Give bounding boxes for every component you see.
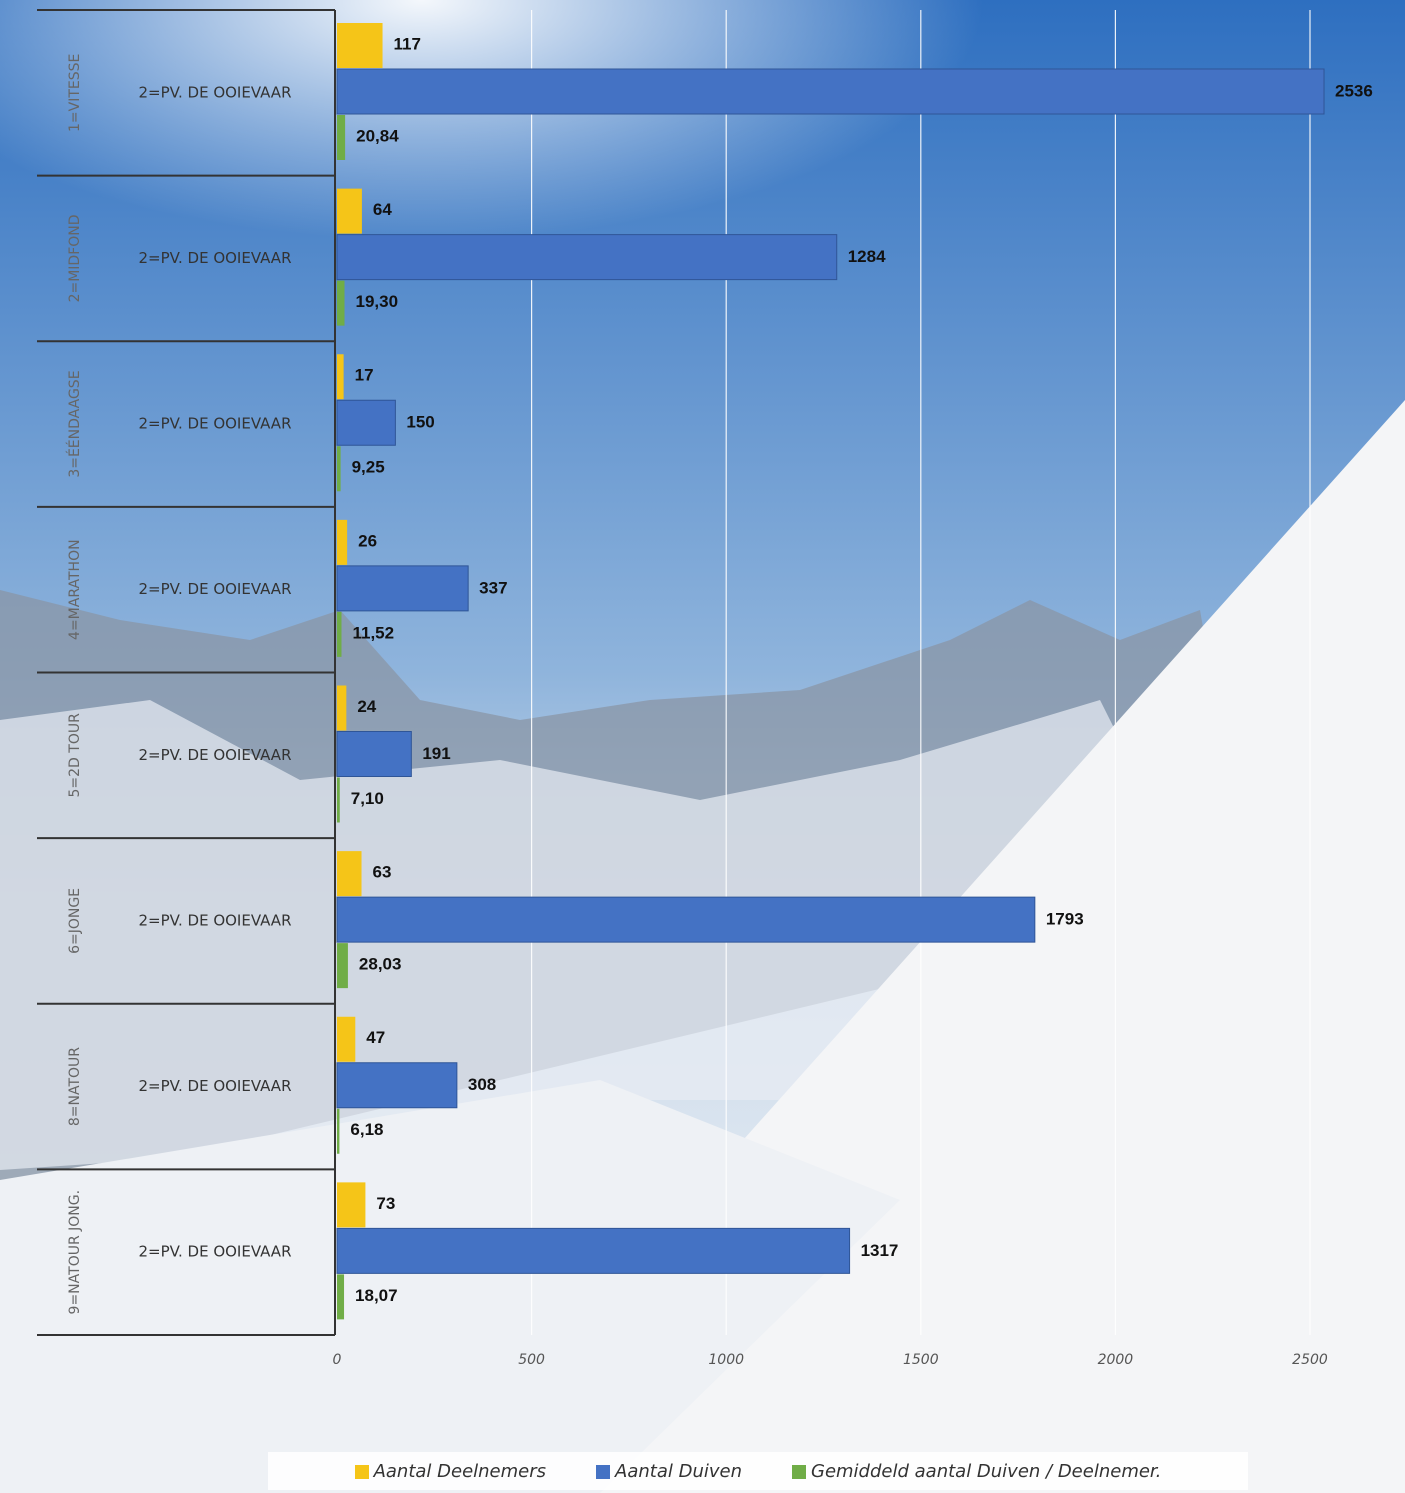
bar [337, 280, 345, 326]
value-label: 191 [422, 744, 450, 763]
legend-swatch [596, 1464, 611, 1479]
bar [336, 1227, 851, 1274]
bar [337, 188, 362, 234]
value-label: 6,18 [350, 1120, 383, 1139]
value-label: 63 [373, 863, 392, 882]
value-label: 19,30 [356, 292, 399, 311]
bar [336, 399, 396, 446]
category-label: 2=PV. DE OOIEVAAR [139, 415, 292, 433]
category-label: 2=PV. DE OOIEVAAR [139, 1243, 292, 1261]
value-label: 9,25 [352, 458, 385, 477]
legend-item: Aantal Deelnemers [354, 1460, 547, 1482]
value-label: 2536 [1335, 81, 1373, 100]
bar [337, 1182, 366, 1228]
category-label: 2=PV. DE OOIEVAAR [139, 249, 292, 267]
bar [337, 519, 348, 565]
bar [337, 23, 383, 68]
value-label: 64 [373, 200, 392, 219]
bar [337, 354, 344, 400]
value-label: 17 [355, 366, 374, 385]
value-label: 20,84 [356, 126, 399, 145]
bar [337, 611, 342, 657]
value-label: 18,07 [355, 1286, 398, 1305]
snow-field [0, 1080, 900, 1493]
legend-label: Gemiddeld aantal Duiven / Deelnemer. [811, 1460, 1162, 1482]
bar [337, 1016, 356, 1062]
bar [336, 234, 838, 281]
legend-label: Aantal Deelnemers [373, 1460, 547, 1482]
bar [336, 565, 469, 612]
value-label: 308 [468, 1075, 496, 1094]
x-tick-label: 1000 [708, 1352, 744, 1368]
bar [337, 777, 340, 823]
category-label: 2=PV. DE OOIEVAAR [139, 1077, 292, 1095]
bar [337, 115, 346, 160]
category-label: 2=PV. DE OOIEVAAR [139, 911, 292, 929]
x-tick-label: 0 [333, 1352, 342, 1368]
x-tick-label: 2500 [1292, 1352, 1328, 1368]
value-label: 47 [366, 1028, 385, 1047]
group-label: 4=MARATHON [67, 539, 83, 640]
bar [336, 1062, 458, 1109]
value-label: 26 [358, 531, 377, 550]
bar [337, 446, 341, 492]
group-label: 2=MIDFOND [67, 214, 83, 302]
group-label: 8=NATOUR [67, 1047, 83, 1126]
value-label: 1793 [1046, 910, 1084, 929]
group-label: 6=JONGE [67, 888, 83, 954]
value-label: 11,52 [352, 623, 394, 642]
legend-swatch [792, 1464, 806, 1479]
category-label: 2=PV. DE OOIEVAAR [139, 580, 292, 598]
category-label: 2=PV. DE OOIEVAAR [139, 746, 292, 764]
group-label: 3=ÉÉNDAAGSE [66, 370, 83, 477]
value-label: 150 [406, 413, 434, 432]
x-tick-label: 500 [518, 1352, 545, 1368]
bar [337, 1274, 345, 1320]
x-tick-label: 2000 [1098, 1352, 1134, 1368]
value-label: 28,03 [359, 955, 402, 974]
value-label: 73 [376, 1194, 395, 1213]
bar [337, 685, 347, 731]
legend-label: Aantal Duiven [615, 1460, 742, 1482]
bar [336, 896, 1036, 943]
value-label: 1317 [861, 1241, 899, 1260]
bar [336, 68, 1325, 115]
group-label: 5=2D TOUR [67, 713, 83, 798]
bar [337, 1108, 340, 1154]
bar [336, 731, 412, 777]
value-label: 337 [479, 578, 507, 597]
bar [337, 943, 348, 989]
value-label: 7,10 [351, 789, 384, 808]
value-label: 1284 [848, 247, 886, 266]
plot: 0 500 1000 1500 2000 2500 2=PV. DE OOIEVAAR 1=V… [37, 9, 1373, 1368]
legend-item: Gemiddeld aantal Duiven / Deelnemer. [792, 1461, 1161, 1482]
bar [337, 851, 362, 897]
value-label: 24 [357, 697, 376, 716]
legend-swatch [354, 1464, 369, 1479]
x-tick-label: 1500 [903, 1352, 939, 1368]
category-label: 2=PV. DE OOIEVAAR [139, 83, 292, 101]
legend: Aantal Deelnemers Aantal Duiven Gemiddeld … [268, 1452, 1248, 1490]
group-label: 1=VITESSE [67, 54, 83, 132]
value-label: 117 [394, 34, 421, 53]
group-label: 9=NATOUR JONG. [67, 1190, 83, 1315]
legend-item: Aantal Duiven [596, 1461, 742, 1482]
